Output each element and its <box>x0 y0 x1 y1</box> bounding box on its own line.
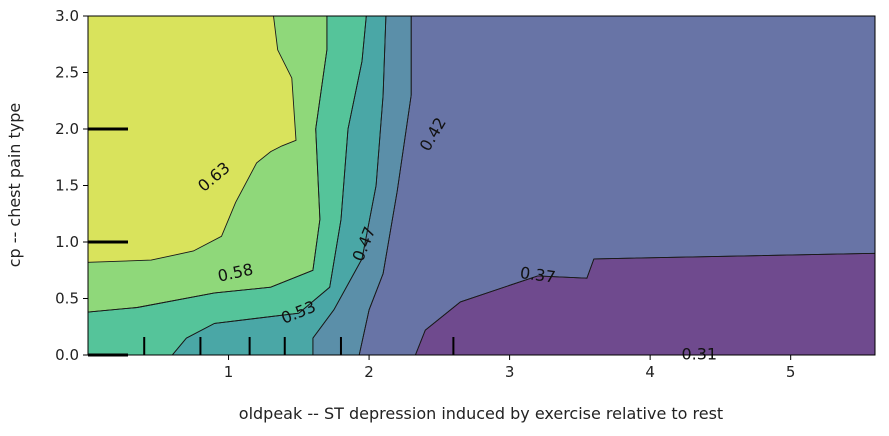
y-tick-label-2: 1.0 <box>55 233 79 251</box>
y-axis: 0.0 0.5 1.0 1.5 2.0 2.5 3.0 <box>55 7 88 364</box>
x-tick-label-1: 2 <box>364 363 374 381</box>
y-tick-label-6: 3.0 <box>55 7 79 25</box>
contour-region-2 <box>312 16 412 355</box>
contour-line-6 <box>88 16 328 313</box>
y-tick-label-3: 1.5 <box>55 177 79 195</box>
y-tick-label-0: 0.0 <box>55 346 79 364</box>
contour-fill-group <box>88 16 875 355</box>
y-tick-label-4: 2.0 <box>55 120 79 138</box>
y-axis-label: cp -- chest pain type <box>5 103 24 268</box>
contour-line-group <box>88 16 875 355</box>
x-tick-label-4: 5 <box>786 363 796 381</box>
x-axis-label: oldpeak -- ST depression induced by exer… <box>239 404 723 423</box>
contour-region-1 <box>359 16 875 355</box>
x-tick-label-2: 3 <box>505 363 515 381</box>
y-tick-label-1: 0.5 <box>55 290 79 308</box>
contour-label-0-37: 0.37 <box>519 263 557 287</box>
contour-region-3 <box>172 16 386 355</box>
x-axis: 1 2 3 4 5 <box>224 355 796 381</box>
y-tick-label-5: 2.5 <box>55 64 79 82</box>
x-tick-label-0: 1 <box>224 363 234 381</box>
x-tick-label-3: 4 <box>645 363 655 381</box>
contour-label-0-31: 0.31 <box>681 345 717 364</box>
contour-region-5 <box>88 16 327 313</box>
contour-region-6 <box>88 16 296 263</box>
contour-region-4 <box>88 16 367 355</box>
